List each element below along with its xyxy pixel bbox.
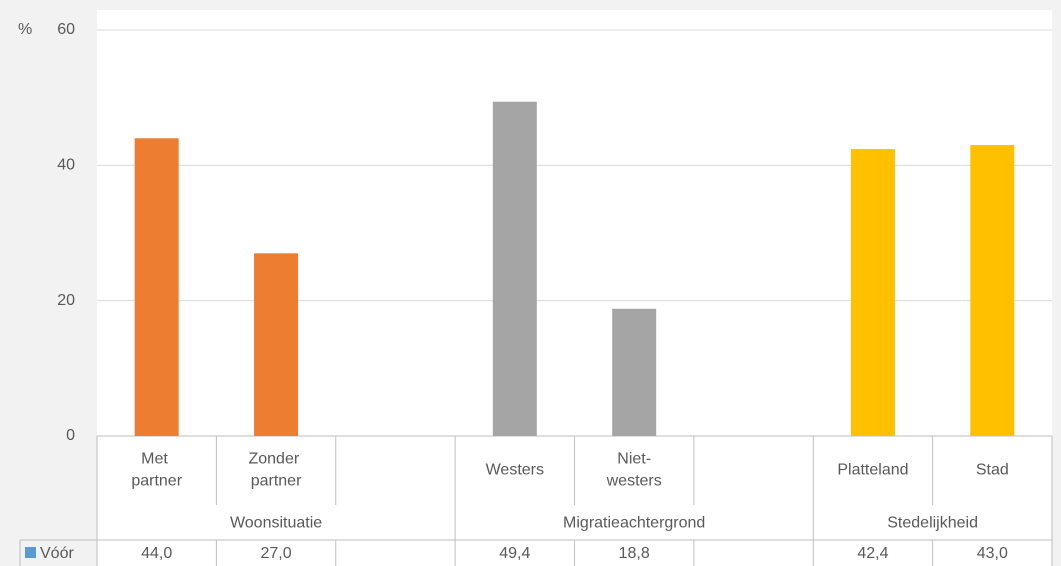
bar [970,145,1015,437]
y-axis-label: % [18,21,32,38]
x-tick-label: Platteland [837,462,908,479]
x-tick-label: Zonder partner [248,451,303,490]
x-tick-label: Westers [486,462,544,479]
x-tick-label: Stad [976,462,1009,479]
x-tick-label: Met partner [131,451,182,490]
group-label: Migratieachtergrond [563,515,705,532]
bar [850,149,895,437]
legend-swatch [25,547,36,558]
y-tick-label: 40 [57,157,75,174]
data-label: 49,4 [499,545,530,562]
group-label: Woonsituatie [230,515,322,532]
data-label: 43,0 [977,545,1008,562]
data-label: 27,0 [260,545,291,562]
data-label: 44,0 [141,545,172,562]
bar [134,138,179,436]
bar [492,101,537,436]
legend-label: Vóór [40,545,74,562]
x-tick-label: Niet-westers [606,451,662,490]
bar [254,253,299,436]
y-tick-label: 20 [57,292,75,309]
y-tick-label: 0 [66,427,75,444]
bar [612,308,657,436]
y-tick-label: 60 [57,21,75,38]
data-label: 18,8 [619,545,650,562]
group-label: Stedelijkheid [887,515,978,532]
data-label: 42,4 [857,545,888,562]
